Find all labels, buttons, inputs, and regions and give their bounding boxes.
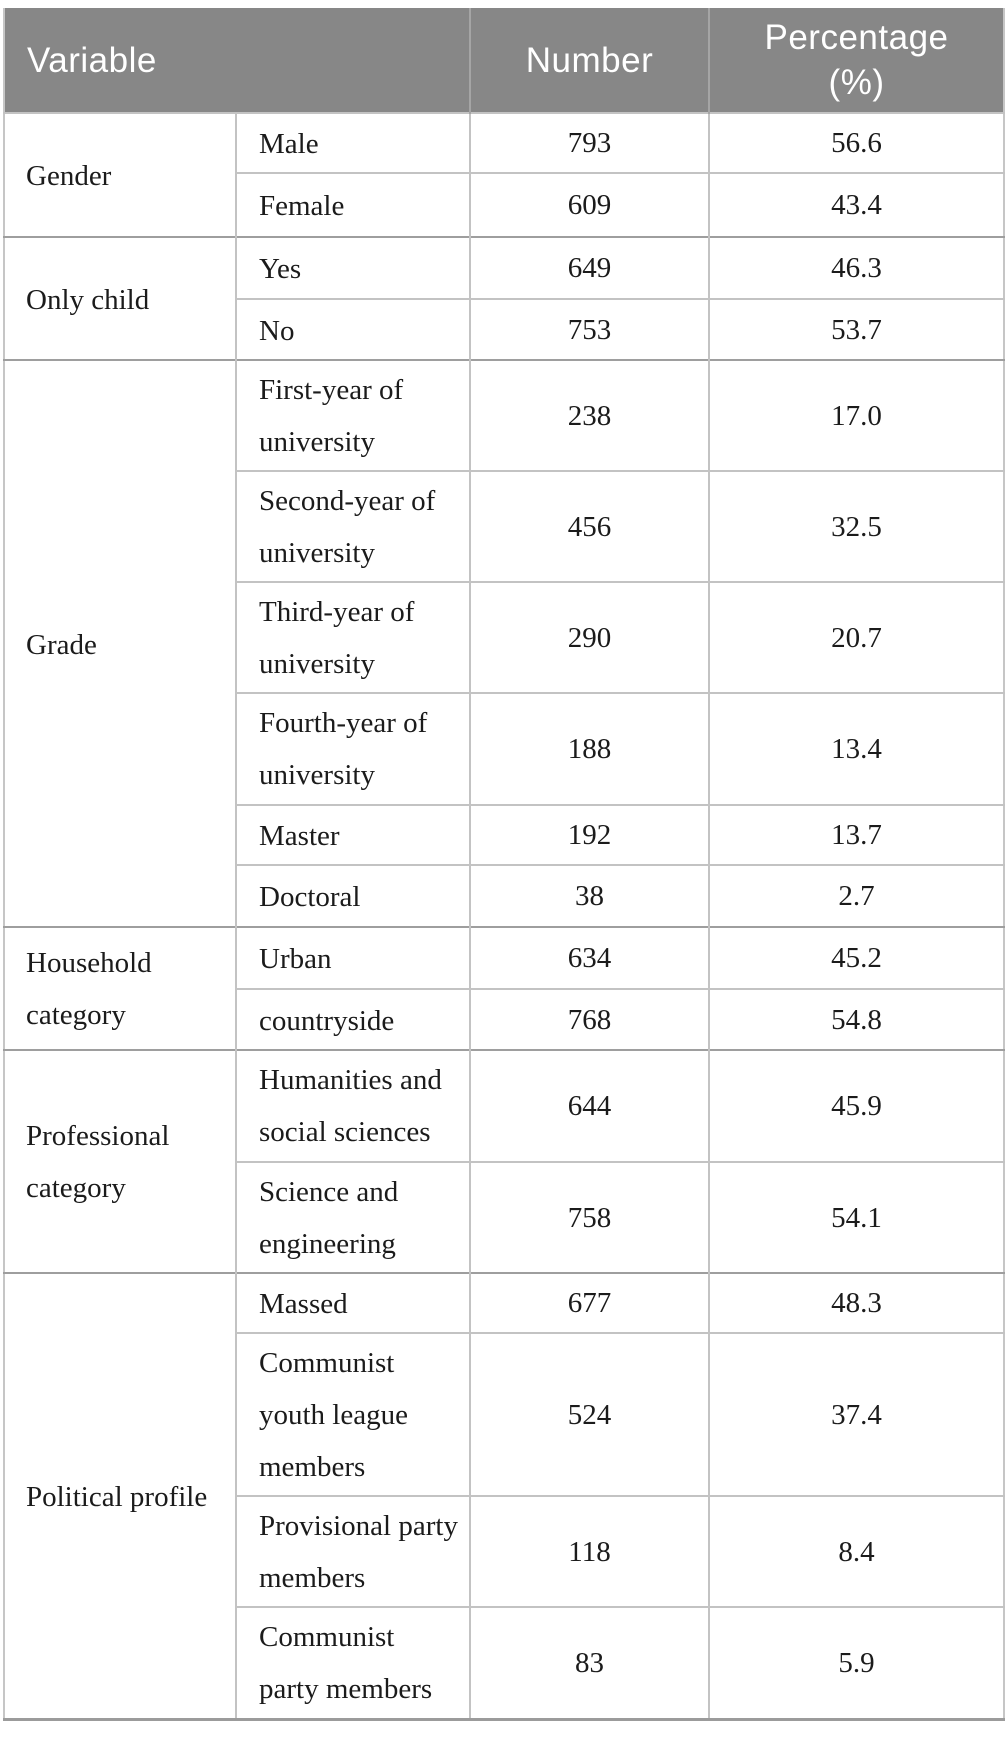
- percentage-cell: 54.8: [708, 988, 1005, 1050]
- header-row: Variable Number Percentage (%): [4, 8, 1005, 113]
- percentage-cell: 8.4: [708, 1495, 1005, 1607]
- number-cell: 753: [469, 298, 710, 360]
- table-row: Communist youth league members 524 37.4: [4, 1332, 1005, 1496]
- percentage-cell: 43.4: [708, 172, 1005, 237]
- percentage-cell: 54.1: [708, 1161, 1005, 1273]
- table-row: No 753 53.7: [4, 298, 1005, 360]
- variable-cell-only-child: Only child: [4, 236, 236, 360]
- category-cell: Female: [234, 172, 471, 237]
- variable-cell-gender: Gender: [4, 112, 236, 237]
- number-cell: 188: [469, 692, 710, 805]
- table-row: Science and engineering 758 54.1: [4, 1161, 1005, 1273]
- percentage-cell: 45.2: [708, 926, 1005, 989]
- category-cell: Male: [234, 112, 471, 173]
- percentage-cell: 2.7: [708, 864, 1005, 927]
- number-cell: 290: [469, 581, 710, 693]
- percentage-cell: 20.7: [708, 581, 1005, 693]
- table-row: Household category Urban 634 45.2: [4, 926, 1005, 1050]
- table-row: Only child Yes 649 46.3: [4, 236, 1005, 360]
- percentage-cell: 32.5: [708, 470, 1005, 582]
- table-row: Second-year of university 456 32.5: [4, 470, 1005, 582]
- percentage-cell: 13.7: [708, 804, 1005, 865]
- percentage-cell: 46.3: [708, 236, 1005, 299]
- demographics-table: Variable Number Percentage (%) Gender Ma…: [3, 8, 1005, 1721]
- percentage-cell: 13.4: [708, 692, 1005, 805]
- table-row: Third-year of university 290 20.7: [4, 581, 1005, 693]
- category-cell: Master: [234, 804, 471, 865]
- category-cell: Communist youth league members: [234, 1332, 471, 1496]
- table-row: Doctoral 38 2.7: [4, 864, 1005, 927]
- percentage-cell: 56.6: [708, 112, 1005, 173]
- percentage-cell: 45.9: [708, 1049, 1005, 1162]
- category-cell: Third-year of university: [234, 581, 471, 693]
- number-cell: 644: [469, 1049, 710, 1162]
- table-row: Gender Male 793 56.6: [4, 112, 1005, 237]
- table-row: Political profile Massed 677 48.3: [4, 1272, 1005, 1719]
- number-cell: 793: [469, 112, 710, 173]
- category-cell: Provisional party members: [234, 1495, 471, 1607]
- category-cell: Humanities and social sciences: [234, 1049, 471, 1162]
- category-cell: Fourth-year of university: [234, 692, 471, 805]
- number-cell: 758: [469, 1161, 710, 1273]
- percentage-cell: 48.3: [708, 1272, 1005, 1333]
- category-cell: Massed: [234, 1272, 471, 1333]
- column-header-number: Number: [469, 8, 710, 113]
- table-row: Professional category Humanities and soc…: [4, 1049, 1005, 1273]
- category-cell: Second-year of university: [234, 470, 471, 582]
- column-header-percentage-label: Percentage (%): [764, 18, 949, 102]
- category-cell: No: [234, 298, 471, 360]
- table-row: Fourth-year of university 188 13.4: [4, 692, 1005, 805]
- number-cell: 38: [469, 864, 710, 927]
- number-cell: 118: [469, 1495, 710, 1607]
- category-cell: Yes: [234, 236, 471, 299]
- number-cell: 609: [469, 172, 710, 237]
- number-cell: 677: [469, 1272, 710, 1333]
- percentage-cell: 17.0: [708, 359, 1005, 471]
- variable-cell-household: Household category: [4, 926, 236, 1050]
- number-cell: 192: [469, 804, 710, 865]
- category-cell: Science and engineering: [234, 1161, 471, 1273]
- table-row: Provisional party members 118 8.4: [4, 1495, 1005, 1607]
- table-row: Communist party members 83 5.9: [4, 1606, 1005, 1719]
- number-cell: 83: [469, 1606, 710, 1719]
- percentage-cell: 53.7: [708, 298, 1005, 360]
- table-row: countryside 768 54.8: [4, 988, 1005, 1050]
- table-row: Female 609 43.4: [4, 172, 1005, 237]
- column-header-percentage: Percentage (%): [708, 8, 1005, 113]
- number-cell: 634: [469, 926, 710, 989]
- number-cell: 456: [469, 470, 710, 582]
- number-cell: 524: [469, 1332, 710, 1496]
- category-cell: countryside: [234, 988, 471, 1050]
- category-cell: Doctoral: [234, 864, 471, 927]
- percentage-cell: 37.4: [708, 1332, 1005, 1496]
- table-row: Grade First-year of university 238 17.0: [4, 359, 1005, 927]
- variable-cell-professional: Professional category: [4, 1049, 236, 1273]
- variable-cell-grade: Grade: [4, 359, 236, 927]
- category-cell: Communist party members: [234, 1606, 471, 1719]
- percentage-cell: 5.9: [708, 1606, 1005, 1719]
- number-cell: 768: [469, 988, 710, 1050]
- number-cell: 238: [469, 359, 710, 471]
- category-cell: Urban: [234, 926, 471, 989]
- variable-cell-political: Political profile: [4, 1272, 236, 1719]
- category-cell: First-year of university: [234, 359, 471, 471]
- table-row: Master 192 13.7: [4, 804, 1005, 865]
- column-header-variable: Variable: [4, 8, 471, 113]
- number-cell: 649: [469, 236, 710, 299]
